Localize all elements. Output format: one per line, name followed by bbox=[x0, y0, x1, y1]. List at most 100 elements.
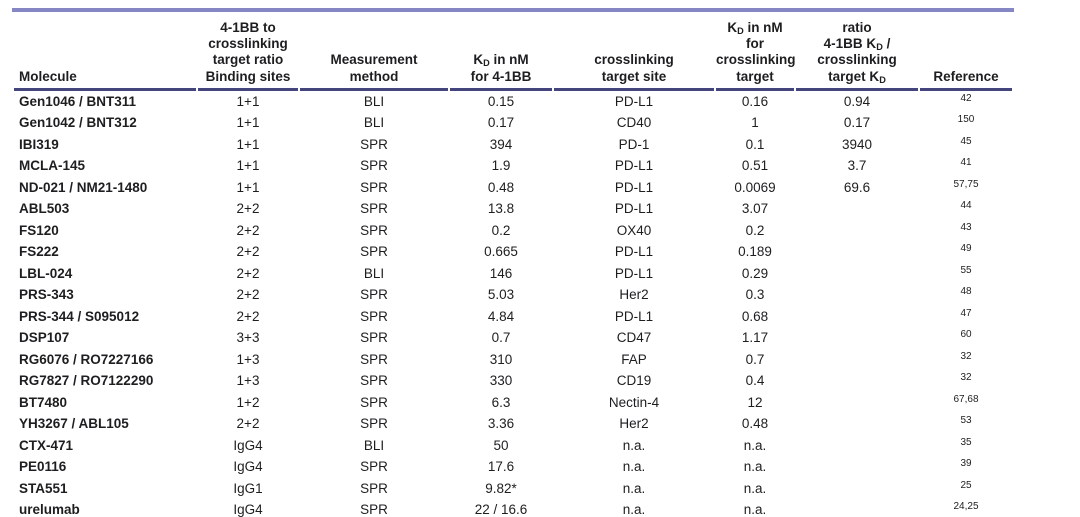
table-row: RG7827 / RO7122290 1+3 SPR 330 CD19 0.4 32 bbox=[14, 370, 1012, 392]
cell-binding: 1+1 bbox=[236, 115, 260, 131]
column-header-line: for 4-1BB bbox=[470, 68, 532, 84]
cell-targetsite: PD-L1 bbox=[614, 179, 654, 195]
cell-kdtarget: 0.68 bbox=[741, 308, 769, 324]
cell-binding: 2+2 bbox=[236, 222, 260, 238]
cell-reference: 32 bbox=[960, 350, 972, 362]
cell-kdtarget: 3.07 bbox=[741, 201, 769, 217]
table-row: RG6076 / RO7227166 1+3 SPR 310 FAP 0.7 32 bbox=[14, 349, 1012, 371]
cell-binding: 1+3 bbox=[236, 351, 260, 367]
cell-molecule: DSP107 bbox=[19, 330, 70, 346]
column-header-line: Measurement bbox=[330, 52, 418, 68]
cell-ratio bbox=[796, 263, 918, 285]
cell-reference: 24,25 bbox=[953, 501, 979, 513]
cell-targetsite: Her2 bbox=[619, 416, 649, 432]
column-header-line: Reference bbox=[933, 68, 999, 84]
cell-ratio bbox=[796, 306, 918, 328]
cell-kdtarget: 1 bbox=[751, 115, 759, 131]
cell-kd41bb: 17.6 bbox=[487, 459, 515, 475]
cell-kd41bb: 0.7 bbox=[491, 330, 511, 346]
cell-reference: 35 bbox=[960, 436, 972, 448]
cell-reference: 47 bbox=[960, 307, 972, 319]
cell-kdtarget: 0.0069 bbox=[734, 179, 776, 195]
cell-targetsite: Her2 bbox=[619, 287, 649, 303]
cell-method: SPR bbox=[360, 244, 388, 260]
cell-ratio bbox=[796, 413, 918, 435]
column-header-targetsite: crosslinking target site bbox=[554, 12, 714, 91]
cell-kd41bb: 0.48 bbox=[487, 179, 515, 195]
cell-method: SPR bbox=[360, 394, 388, 410]
table-body: Gen1046 / BNT311 1+1 BLI 0.15 PD-L1 0.16 0.94 4… bbox=[14, 91, 1012, 517]
cell-reference: 32 bbox=[960, 372, 972, 384]
cell-molecule: MCLA-145 bbox=[19, 158, 86, 174]
cell-molecule: PE0116 bbox=[19, 459, 67, 475]
cell-method: BLI bbox=[363, 115, 385, 131]
table-row: PRS-344 / S095012 2+2 SPR 4.84 PD-L1 0.68 47 bbox=[14, 306, 1012, 328]
cell-kd41bb: 0.2 bbox=[491, 222, 511, 238]
cell-kd41bb: 9.82* bbox=[485, 480, 517, 496]
table-row: IBI319 1+1 SPR 394 PD-1 0.1 3940 45 bbox=[14, 134, 1012, 156]
cell-reference: 39 bbox=[960, 458, 972, 470]
column-header-line: crosslinking bbox=[716, 52, 796, 68]
cell-method: BLI bbox=[363, 93, 385, 109]
cell-molecule: BT7480 bbox=[19, 394, 68, 410]
cell-ratio bbox=[796, 456, 918, 478]
cell-method: SPR bbox=[360, 459, 388, 475]
cell-ratio bbox=[796, 349, 918, 371]
column-header-line: target site bbox=[601, 68, 667, 84]
column-header-line: KD in nM bbox=[473, 52, 529, 69]
affinity-table-container: Molecule 4-1BB to crosslinking target ratio… bbox=[12, 8, 1014, 517]
cell-kd41bb: 5.03 bbox=[487, 287, 515, 303]
cell-method: SPR bbox=[360, 502, 388, 517]
table-row: ND-021 / NM21-1480 1+1 SPR 0.48 PD-L1 0.0069 6… bbox=[14, 177, 1012, 199]
cell-kd41bb: 330 bbox=[489, 373, 513, 389]
cell-molecule: STA551 bbox=[19, 480, 68, 496]
cell-ratio: 3940 bbox=[841, 136, 873, 152]
cell-molecule: PRS-344 / S095012 bbox=[19, 308, 140, 324]
cell-binding: 3+3 bbox=[236, 330, 260, 346]
table-row: DSP107 3+3 SPR 0.7 CD47 1.17 60 bbox=[14, 327, 1012, 349]
cell-kd41bb: 6.3 bbox=[491, 394, 511, 410]
table-row: ABL503 2+2 SPR 13.8 PD-L1 3.07 44 bbox=[14, 198, 1012, 220]
column-header-reference: Reference bbox=[920, 12, 1012, 91]
cell-binding: 2+2 bbox=[236, 308, 260, 324]
cell-method: BLI bbox=[363, 437, 385, 453]
cell-kd41bb: 0.665 bbox=[484, 244, 518, 260]
cell-targetsite: CD19 bbox=[616, 373, 652, 389]
cell-reference: 48 bbox=[960, 286, 972, 298]
cell-binding: 2+2 bbox=[236, 201, 260, 217]
cell-molecule: YH3267 / ABL105 bbox=[19, 416, 129, 432]
cell-kd41bb: 146 bbox=[489, 265, 513, 281]
column-header-molecule: Molecule bbox=[14, 12, 196, 91]
table-row: YH3267 / ABL105 2+2 SPR 3.36 Her2 0.48 53 bbox=[14, 413, 1012, 435]
cell-kdtarget: 0.3 bbox=[745, 287, 765, 303]
cell-method: SPR bbox=[360, 179, 388, 195]
cell-binding: 2+2 bbox=[236, 244, 260, 260]
column-header-ratio: ratio 4-1BB KD / crosslinking target KD bbox=[796, 12, 918, 91]
cell-kd41bb: 13.8 bbox=[487, 201, 515, 217]
cell-kdtarget: n.a. bbox=[743, 459, 767, 475]
cell-method: SPR bbox=[360, 480, 388, 496]
cell-binding: 1+2 bbox=[236, 394, 260, 410]
cell-binding: IgG1 bbox=[233, 480, 263, 496]
cell-reference: 49 bbox=[960, 243, 972, 255]
cell-kdtarget: 12 bbox=[747, 394, 763, 410]
cell-ratio bbox=[796, 478, 918, 500]
table-row: Gen1046 / BNT311 1+1 BLI 0.15 PD-L1 0.16 0.94 4… bbox=[14, 91, 1012, 113]
cell-kd41bb: 22 / 16.6 bbox=[474, 502, 528, 517]
cell-targetsite: PD-L1 bbox=[614, 244, 654, 260]
cell-method: SPR bbox=[360, 330, 388, 346]
table-row: urelumab IgG4 SPR 22 / 16.6 n.a. n.a. 24,25 bbox=[14, 499, 1012, 517]
cell-kdtarget: 0.2 bbox=[745, 222, 765, 238]
cell-ratio bbox=[796, 392, 918, 414]
cell-ratio: 3.7 bbox=[847, 158, 867, 174]
cell-binding: 2+2 bbox=[236, 265, 260, 281]
column-header-line: for bbox=[746, 36, 764, 52]
cell-kdtarget: 0.29 bbox=[741, 265, 769, 281]
cell-reference: 43 bbox=[960, 221, 972, 233]
cell-reference: 42 bbox=[960, 92, 972, 104]
column-header-line: method bbox=[349, 68, 399, 84]
cell-binding: 1+1 bbox=[236, 93, 260, 109]
cell-reference: 44 bbox=[960, 200, 972, 212]
cell-molecule: RG6076 / RO7227166 bbox=[19, 351, 154, 367]
column-header-line: crosslinking bbox=[208, 36, 288, 52]
